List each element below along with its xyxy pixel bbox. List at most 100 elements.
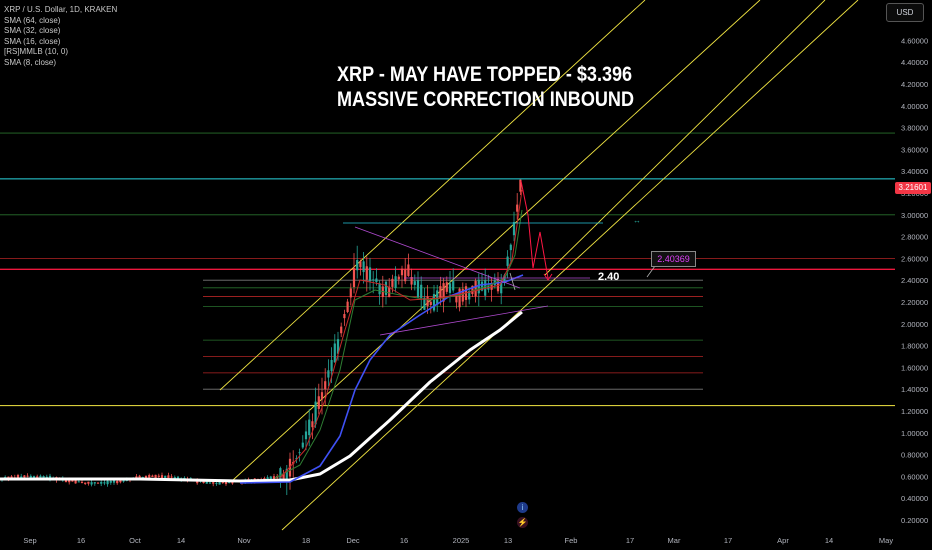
- y-tick-label: 2.40000: [901, 276, 928, 285]
- candle-body: [391, 278, 394, 287]
- candle-body: [77, 481, 80, 483]
- projection-path: [520, 180, 549, 279]
- candle-body: [359, 261, 362, 268]
- pointer-line: [509, 272, 516, 291]
- x-tick-label: 18: [302, 536, 310, 545]
- candle-body: [480, 281, 484, 291]
- candle-body: [458, 288, 461, 308]
- candle-body: [231, 481, 234, 484]
- candle-body: [452, 280, 455, 291]
- candle-body: [218, 481, 221, 485]
- candle-body: [308, 419, 311, 436]
- candle-body: [45, 476, 48, 478]
- triangle-lower: [379, 305, 549, 336]
- candle-body: [208, 482, 212, 484]
- sma8-line: [279, 189, 523, 479]
- current-price-label: 3.21601: [895, 182, 931, 194]
- channel-lower: [281, 0, 859, 531]
- sma64-line: [0, 310, 523, 483]
- candle-body: [445, 282, 448, 292]
- indicator-mmlb[interactable]: [RS]MMLB (10, 0): [4, 47, 69, 56]
- indicator-sma8[interactable]: SMA (8, close): [4, 57, 57, 67]
- candle-body: [327, 370, 330, 378]
- title-line1: XRP - MAY HAVE TOPPED - $3.396: [337, 63, 633, 86]
- y-tick-label: 0.80000: [901, 451, 928, 460]
- candle-body: [368, 267, 372, 282]
- candle-body: [215, 482, 218, 484]
- price-axis: 4.60000 4.40000 4.20000 4.00000 3.80000 3.600…: [901, 36, 928, 525]
- candle-body: [170, 476, 173, 478]
- y-tick-label: 1.60000: [901, 363, 928, 372]
- candle-body: [148, 475, 151, 478]
- candle-body: [317, 396, 320, 409]
- title-line2: MASSIVE CORRECTION INBOUND: [337, 88, 635, 111]
- candle-body: [96, 482, 100, 484]
- candle-body: [87, 481, 90, 484]
- y-tick-label: 1.00000: [901, 429, 928, 438]
- x-tick-label: 16: [77, 536, 85, 545]
- y-tick-label: 4.20000: [901, 80, 928, 89]
- chart-title: XRP - MAY HAVE TOPPED - $3.396 MASSIVE C…: [337, 62, 634, 112]
- x-tick-label: May: [879, 536, 893, 545]
- indicator-sma16[interactable]: SMA (16, close): [4, 36, 61, 46]
- x-tick-label: Sep: [23, 536, 36, 545]
- x-tick-label: 17: [724, 536, 732, 545]
- candle-body: [352, 268, 356, 288]
- candle-body: [138, 475, 141, 478]
- candle-body: [74, 480, 77, 484]
- y-tick-label: 1.40000: [901, 385, 928, 394]
- y-tick-label: 4.00000: [901, 102, 928, 111]
- x-tick-label: Feb: [565, 536, 578, 545]
- y-tick-label: 0.40000: [901, 494, 928, 503]
- currency-button[interactable]: USD: [886, 3, 924, 22]
- candle-body: [336, 339, 340, 354]
- time-axis: Sep 16 Oct 14 Nov 18 Dec 16 2025 13 Feb 17 Mar 17 Apr 1…: [23, 536, 893, 545]
- candle-body: [468, 290, 471, 300]
- x-tick-label: 2025: [453, 536, 470, 545]
- candle-body: [471, 285, 474, 295]
- candle-body: [29, 475, 32, 478]
- y-tick-label: 4.40000: [901, 58, 928, 67]
- candle-body: [365, 266, 368, 280]
- candle-body: [324, 381, 327, 390]
- candle-body: [36, 476, 39, 478]
- candle-body: [84, 482, 87, 484]
- candle-body: [301, 442, 304, 448]
- lightning-icon[interactable]: ⚡: [517, 517, 528, 528]
- candle-body: [330, 359, 333, 372]
- candle-body: [375, 278, 378, 282]
- indicator-sma64[interactable]: SMA (64, close): [4, 15, 61, 25]
- candle-body: [144, 476, 148, 479]
- candle-body: [112, 479, 116, 483]
- candle-body: [228, 482, 231, 484]
- y-tick-label: 3.60000: [901, 145, 928, 154]
- candle-body: [436, 290, 439, 305]
- candle-body: [432, 294, 436, 311]
- annotation-price-box[interactable]: 2.40369: [651, 251, 696, 267]
- y-tick-label: 2.20000: [901, 298, 928, 307]
- candle-body: [32, 476, 36, 478]
- y-tick-label: 1.20000: [901, 407, 928, 416]
- channel-lines: [219, 0, 859, 531]
- x-tick-label: 13: [504, 536, 512, 545]
- x-tick-label: Apr: [777, 536, 789, 545]
- candle-body: [314, 401, 317, 425]
- candle-body: [503, 275, 506, 283]
- indicator-sma32[interactable]: SMA (32, close): [4, 26, 61, 35]
- candle-body: [93, 482, 96, 484]
- candle-body: [461, 288, 464, 302]
- candle-body: [20, 476, 23, 478]
- info-icon[interactable]: i: [517, 502, 528, 513]
- y-tick-label: 4.60000: [901, 36, 928, 45]
- candle-body: [173, 476, 176, 480]
- candle-body: [423, 297, 426, 310]
- sma32-line: [239, 274, 524, 484]
- candle-body: [356, 260, 359, 271]
- candle-body: [160, 475, 164, 479]
- candle-body: [429, 301, 432, 305]
- candle-body: [103, 482, 106, 484]
- candle-body: [448, 283, 452, 293]
- candle-body: [394, 276, 397, 288]
- y-tick-label: 0.60000: [901, 472, 928, 481]
